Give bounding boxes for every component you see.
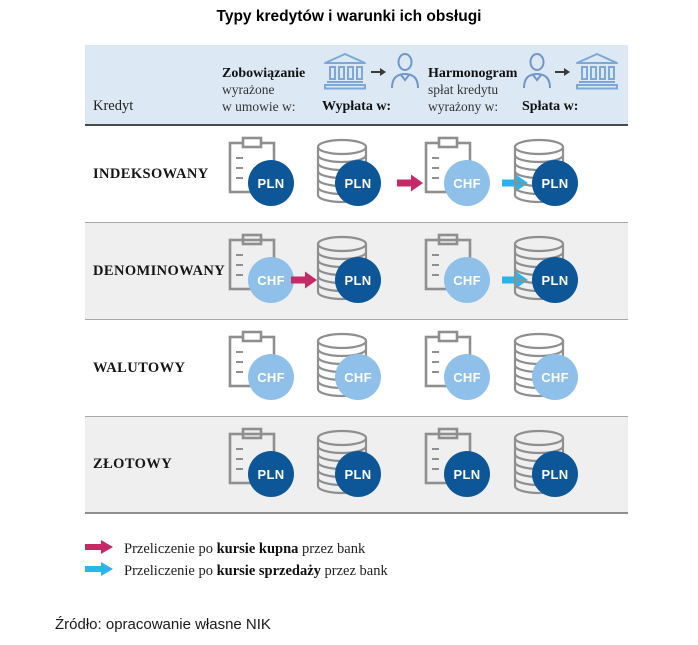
column-header-schedule: Harmonogram spłat kredytu wyrażony w: (428, 66, 517, 116)
source-note: Źródło: opracowanie własne NIK (55, 616, 271, 633)
buy-rate-arrow (397, 173, 424, 198)
currency-badge: CHF (444, 160, 490, 206)
legend-text: Przeliczenie po kursie sprzedaży przez b… (124, 562, 388, 579)
person-icon (390, 53, 420, 94)
currency-badge: PLN (444, 451, 490, 497)
table-header: Kredyt Zobowiązanie wyrażone w umowie w: (85, 45, 628, 126)
currency-badge: PLN (532, 160, 578, 206)
credit-row-denominowany: DENOMINOWANY CHF PLN CHF PLN (85, 223, 628, 320)
column-header-payout: Wypłata w: (322, 52, 420, 115)
obligation-line1: Zobowiązanie (222, 65, 306, 81)
schedule-line2: spłat kredytu (428, 82, 499, 97)
payout-currency-cell: PLN (315, 233, 385, 313)
schedule-currency-cell: CHF (424, 136, 494, 216)
legend-item-sell-rate: Przeliczenie po kursie sprzedaży przez b… (85, 560, 388, 582)
schedule-line1: Harmonogram (428, 65, 518, 81)
currency-badge: PLN (335, 451, 381, 497)
repayment-currency-cell: PLN (512, 427, 582, 507)
currency-badge: PLN (335, 257, 381, 303)
legend-text: Przeliczenie po kursie kupna przez bank (124, 540, 366, 557)
column-header-repayment: Spłata w: (522, 52, 620, 115)
arrow-right-icon (555, 65, 571, 83)
column-header-obligation: Zobowiązanie wyrażone w umowie w: (222, 66, 305, 116)
repayment-currency-cell: CHF (512, 330, 582, 410)
credit-type-label: DENOMINOWANY (93, 262, 226, 279)
person-icon (522, 53, 552, 94)
bank-icon (574, 52, 620, 95)
repayment-label: Spłata w: (522, 99, 579, 114)
contract-currency-cell: CHF (228, 233, 298, 313)
currency-badge: PLN (532, 451, 578, 497)
schedule-currency-cell: CHF (424, 233, 494, 313)
currency-badge: CHF (248, 257, 294, 303)
payout-label: Wypłata w: (322, 99, 392, 114)
obligation-line2: wyrażone (222, 82, 275, 97)
schedule-currency-cell: PLN (424, 427, 494, 507)
payout-currency-cell: PLN (315, 136, 385, 216)
currency-badge: CHF (444, 257, 490, 303)
payout-currency-cell: CHF (315, 330, 385, 410)
credit-types-table: Kredyt Zobowiązanie wyrażone w umowie w: (85, 45, 628, 514)
buy-rate-arrow-icon (85, 539, 114, 560)
contract-currency-cell: CHF (228, 330, 298, 410)
contract-currency-cell: PLN (228, 427, 298, 507)
currency-badge: CHF (335, 354, 381, 400)
schedule-currency-cell: CHF (424, 330, 494, 410)
credit-row-walutowy: WALUTOWY CHF CHF CHF CHF (85, 320, 628, 417)
credit-type-label: INDEKSOWANY (93, 165, 209, 182)
contract-currency-cell: PLN (228, 136, 298, 216)
schedule-line3: wyrażony w: (428, 98, 499, 114)
currency-badge: CHF (532, 354, 578, 400)
payout-currency-cell: PLN (315, 427, 385, 507)
buy-rate-arrow (291, 270, 318, 295)
sell-rate-arrow-icon (85, 561, 114, 582)
person-to-bank-flow (522, 52, 620, 95)
currency-badge: PLN (532, 257, 578, 303)
currency-badge: PLN (335, 160, 381, 206)
legend: Przeliczenie po kursie kupna przez bank … (85, 538, 388, 582)
currency-badge: CHF (248, 354, 294, 400)
credit-row-indeksowany: INDEKSOWANY PLN PLN CHF PLN (85, 126, 628, 223)
bank-to-person-flow (322, 52, 420, 95)
credit-type-label: ZŁOTOWY (93, 456, 173, 472)
currency-badge: CHF (444, 354, 490, 400)
repayment-currency-cell: PLN (512, 136, 582, 216)
legend-item-buy-rate: Przeliczenie po kursie kupna przez bank (85, 538, 388, 560)
credit-row-zlotowy: ZŁOTOWY PLN PLN PLN PLN (85, 417, 628, 514)
obligation-line3: w umowie w: (222, 98, 296, 114)
arrow-right-icon (371, 65, 387, 83)
credit-type-label: WALUTOWY (93, 359, 186, 376)
bank-icon (322, 52, 368, 95)
column-header-kredyt: Kredyt (93, 98, 134, 114)
currency-badge: PLN (248, 451, 294, 497)
page-title: Typy kredytów i warunki ich obsługi (216, 8, 482, 25)
repayment-currency-cell: PLN (512, 233, 582, 313)
currency-badge: PLN (248, 160, 294, 206)
